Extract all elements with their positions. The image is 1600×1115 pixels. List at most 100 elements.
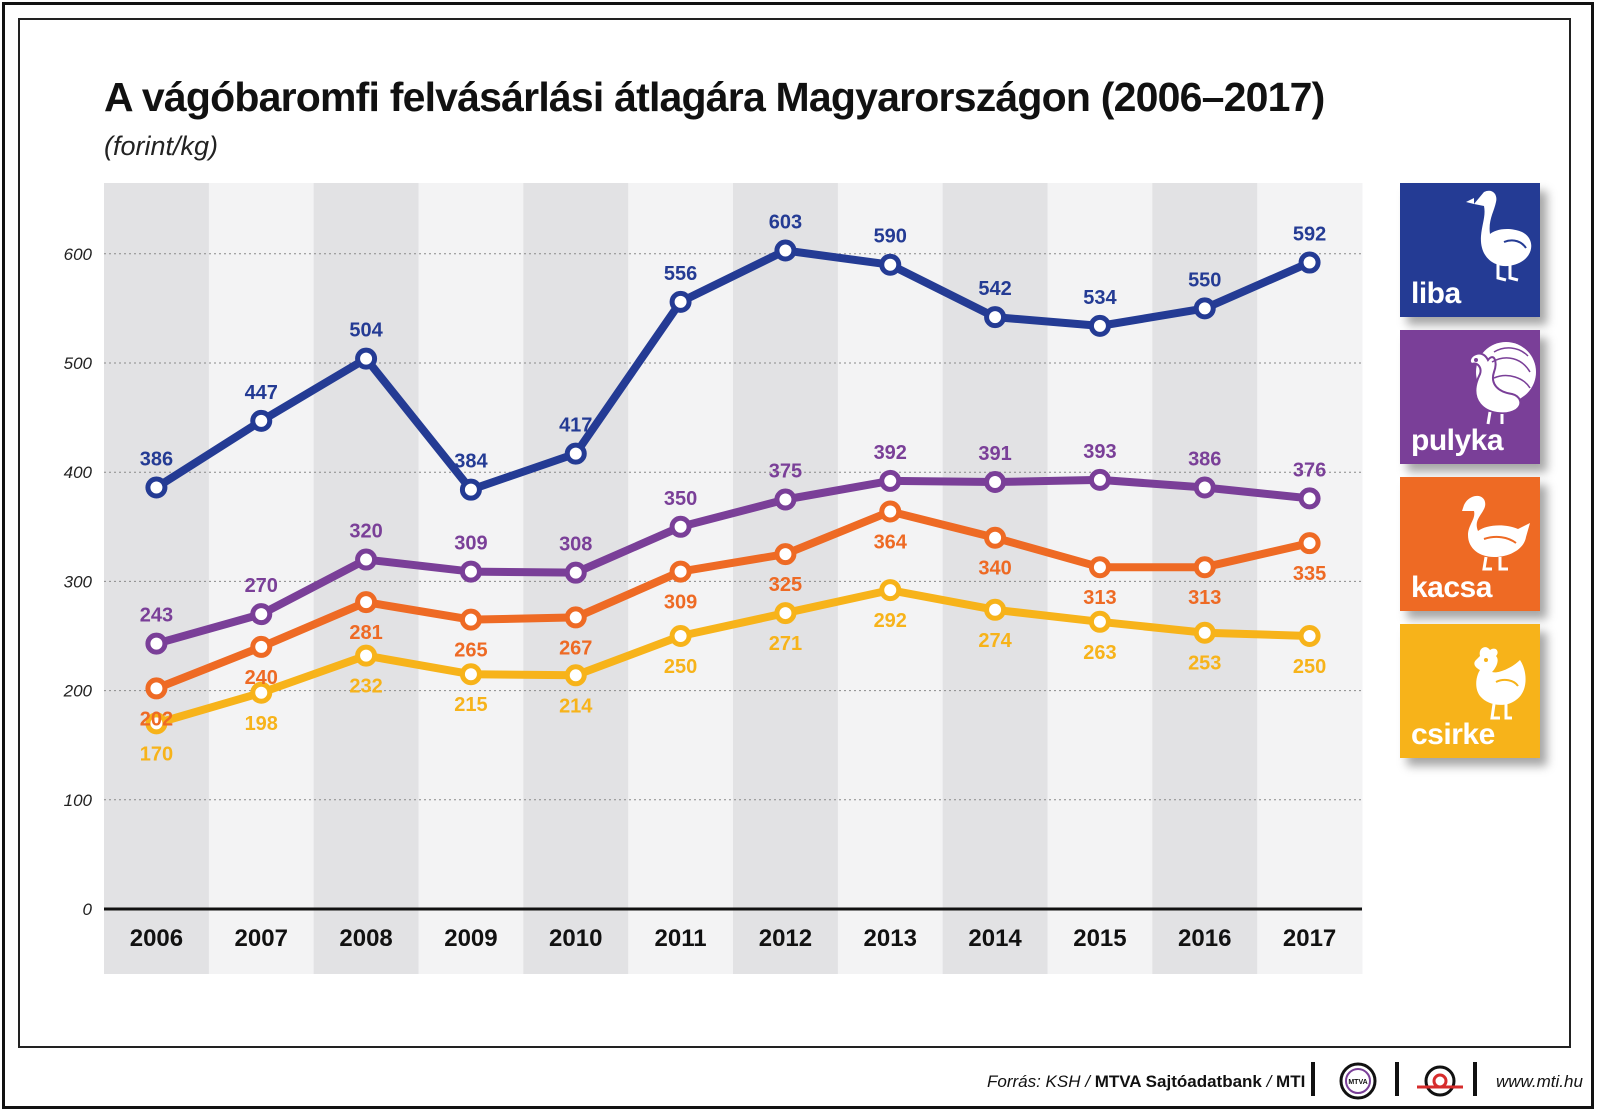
data-label-kacsa: 265 [454, 640, 487, 662]
data-label-pulyka: 320 [349, 521, 382, 543]
data-label-kacsa: 309 [664, 592, 697, 614]
mtva-logo-text: MTVA [1348, 1079, 1367, 1086]
data-label-kacsa: 267 [559, 637, 592, 659]
data-label-pulyka: 375 [769, 461, 802, 483]
point-liba [145, 476, 168, 499]
year-band [104, 183, 210, 974]
data-label-pulyka: 392 [874, 442, 907, 464]
point-csirke [1193, 621, 1216, 644]
data-label-csirke: 198 [245, 713, 278, 735]
point-csirke [145, 712, 168, 735]
data-label-liba: 592 [1293, 224, 1326, 246]
year-band [733, 183, 839, 974]
data-label-kacsa: 313 [1188, 587, 1221, 609]
data-label-kacsa: 325 [769, 574, 802, 596]
point-liba [1193, 297, 1216, 320]
x-tick-label: 2011 [655, 925, 707, 952]
point-kacsa [984, 526, 1007, 549]
point-pulyka [459, 560, 482, 583]
y-tick-label: 0 [83, 900, 93, 919]
point-pulyka [879, 469, 902, 492]
point-csirke [459, 663, 482, 686]
data-label-pulyka: 309 [454, 533, 487, 555]
data-label-pulyka: 376 [1293, 459, 1326, 481]
point-pulyka [1193, 476, 1216, 499]
data-label-pulyka: 386 [1188, 448, 1221, 470]
mti-logo [1417, 1065, 1463, 1097]
legend-pulyka: pulyka [1400, 330, 1540, 464]
point-pulyka [564, 561, 587, 584]
year-band [1257, 183, 1363, 974]
point-pulyka [984, 471, 1007, 494]
data-label-pulyka: 270 [245, 575, 278, 597]
data-label-kacsa: 281 [349, 622, 382, 644]
point-liba [984, 306, 1007, 329]
data-label-csirke: 170 [140, 743, 173, 765]
x-tick-label: 2008 [339, 925, 392, 952]
x-tick-label: 2013 [864, 925, 917, 952]
series-line-kacsa [152, 507, 1314, 693]
source-credit: Forrás: KSH / MTVA Sajtóadatbank / MTI [987, 1072, 1305, 1102]
point-kacsa [1193, 556, 1216, 579]
series-lines [145, 239, 1321, 735]
data-label-liba: 534 [1083, 287, 1117, 309]
footer-divider [1311, 1062, 1315, 1096]
point-liba [774, 239, 797, 262]
data-label-csirke: 214 [559, 695, 593, 717]
point-liba [250, 409, 273, 432]
point-csirke [1298, 625, 1321, 647]
point-csirke [774, 602, 797, 625]
data-label-kacsa: 202 [140, 708, 173, 730]
point-pulyka [1088, 468, 1111, 491]
data-label-kacsa: 335 [1293, 563, 1326, 585]
chart-unit-subtitle: (forint/kg) [104, 131, 219, 161]
y-axis-ticks: 0 100 200 300 400 500 600 [63, 245, 93, 919]
footer-divider [1395, 1062, 1399, 1096]
data-label-csirke: 232 [349, 676, 382, 698]
x-tick-label: 2006 [130, 925, 183, 952]
data-label-pulyka: 243 [140, 605, 173, 627]
point-liba [564, 442, 587, 465]
source-mti: MTI [1276, 1072, 1306, 1091]
point-csirke [879, 579, 902, 602]
point-kacsa [1088, 556, 1111, 579]
series-line-liba [152, 246, 1314, 494]
x-tick-label: 2016 [1178, 925, 1231, 952]
point-pulyka [669, 515, 692, 538]
data-label-csirke: 271 [769, 633, 802, 655]
data-label-liba: 542 [978, 278, 1011, 300]
x-tick-label: 2007 [235, 925, 288, 952]
data-label-kacsa: 364 [874, 532, 908, 554]
series-line-pulyka [152, 475, 1314, 648]
duck-icon [1462, 495, 1530, 571]
data-label-pulyka: 393 [1083, 441, 1116, 463]
data-label-liba: 384 [454, 451, 488, 473]
website-link[interactable]: www.mti.hu [1496, 1072, 1583, 1091]
chicken-icon [1474, 647, 1526, 720]
year-band [837, 183, 944, 974]
x-tick-label: 2015 [1073, 925, 1126, 952]
data-label-kacsa: 340 [978, 558, 1011, 580]
legend-label-pulyka: pulyka [1411, 424, 1504, 457]
y-tick-label: 500 [64, 354, 93, 373]
point-csirke [250, 681, 273, 704]
data-label-csirke: 250 [1293, 656, 1326, 678]
y-tick-label: 400 [64, 463, 93, 482]
series-line-csirke [152, 586, 1314, 728]
data-label-liba: 417 [559, 415, 592, 437]
data-label-pulyka: 308 [559, 534, 592, 556]
point-pulyka [1298, 487, 1321, 510]
x-tick-label: 2014 [968, 925, 1022, 952]
year-band [208, 183, 315, 974]
point-csirke [984, 598, 1007, 621]
data-label-pulyka: 350 [664, 488, 697, 510]
goose-icon [1466, 190, 1532, 282]
x-axis: 2006 2007 2008 2009 2010 2011 2012 2013 2014 2015… [104, 907, 1362, 952]
legend-liba: liba [1400, 183, 1540, 317]
chart-title: A vágóbaromfi felvásárlási átlagára Magy… [104, 74, 1325, 120]
data-label-pulyka: 391 [978, 443, 1011, 465]
point-liba [1298, 251, 1321, 274]
data-label-kacsa: 240 [245, 667, 278, 689]
